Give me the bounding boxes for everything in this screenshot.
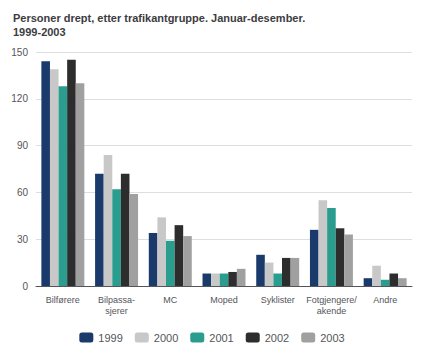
svg-text:2003: 2003: [320, 332, 344, 344]
svg-text:sjerer: sjerer: [105, 306, 128, 316]
svg-text:2001: 2001: [209, 332, 233, 344]
svg-text:Moped: Moped: [210, 295, 238, 305]
svg-text:akende: akende: [317, 306, 347, 316]
svg-text:150: 150: [11, 47, 28, 58]
svg-text:2000: 2000: [154, 332, 178, 344]
svg-text:MC: MC: [163, 295, 177, 305]
svg-text:1999: 1999: [98, 332, 122, 344]
svg-text:Fotgjengere/: Fotgjengere/: [306, 295, 357, 305]
svg-text:2002: 2002: [265, 332, 289, 344]
svg-text:60: 60: [17, 187, 29, 198]
svg-text:1999-2003: 1999-2003: [13, 26, 66, 38]
svg-text:Andre: Andre: [373, 295, 397, 305]
svg-text:Bilførere: Bilførere: [46, 295, 80, 305]
svg-text:Syklister: Syklister: [261, 295, 295, 305]
svg-text:0: 0: [22, 281, 28, 292]
svg-text:Personer drept, etter trafikan: Personer drept, etter trafikantgruppe. J…: [13, 12, 305, 24]
svg-text:120: 120: [11, 93, 28, 104]
svg-text:30: 30: [17, 234, 29, 245]
svg-text:Bilpassa-: Bilpassa-: [98, 295, 135, 305]
svg-text:90: 90: [17, 140, 29, 151]
